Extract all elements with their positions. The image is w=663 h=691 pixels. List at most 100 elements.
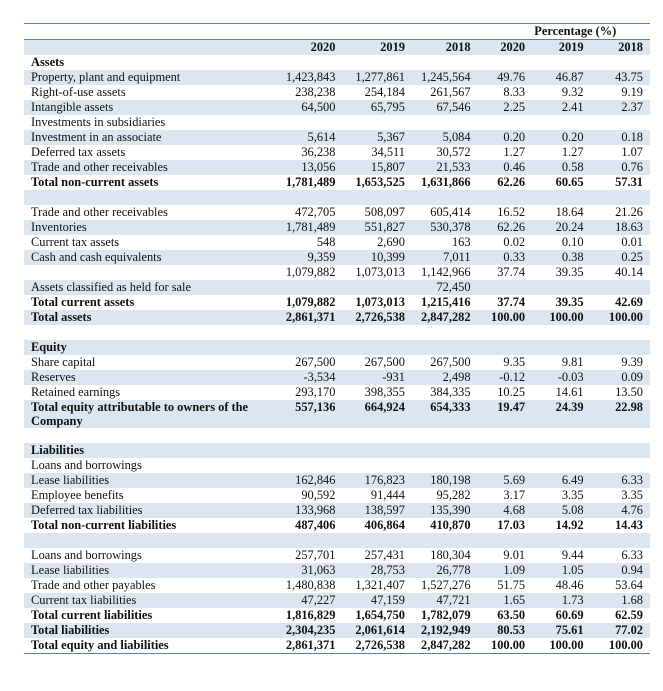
row-label: Assets	[31, 55, 65, 69]
amount-cell: 557,136	[269, 400, 336, 428]
table-row	[24, 190, 650, 205]
percentage-cell	[525, 533, 584, 548]
table-row: Share capital 267,500 267,500 267,500 9.35 9.…	[24, 355, 650, 370]
table-row: Right-of-use assets 238,238 254,184 261,567…	[24, 85, 650, 100]
percentage-cell: 100.00	[491, 638, 526, 652]
percentage-cell	[583, 190, 650, 205]
row-label: Current tax assets	[31, 235, 120, 249]
table-row	[24, 533, 650, 548]
amount-cell: 2,861,371	[269, 310, 336, 325]
row-label: Total liabilities	[24, 623, 270, 638]
table-row: Deferred tax liabilities 133,968 138,597 13…	[24, 503, 650, 518]
amount-cell: 91,444	[370, 488, 405, 502]
amount-cell: 47,159	[335, 593, 405, 608]
amount-cell: 1,781,489	[285, 175, 336, 189]
percentage-cell	[525, 55, 583, 70]
percentage-cell: 0.76	[583, 160, 650, 175]
percentage-cell: 1.65	[470, 593, 526, 608]
row-label: Trade and other payables	[31, 578, 156, 592]
table-row	[24, 428, 650, 443]
percentage-cell: 17.03	[497, 518, 526, 532]
header-blank	[24, 23, 270, 40]
amount-cell: 1,142,966	[421, 265, 471, 279]
amount-cell: 30,572	[436, 145, 471, 159]
percentage-cell: 46.87	[525, 70, 584, 85]
table-row	[24, 325, 650, 340]
amount-cell: 133,968	[269, 503, 336, 518]
table-row: Assets	[24, 55, 650, 70]
amount-cell: 1,423,843	[269, 70, 336, 85]
amount-cell: 36,238	[301, 145, 336, 159]
amount-cell: 257,431	[364, 548, 405, 562]
percentage-cell: 77.02	[583, 623, 650, 638]
percentage-cell	[525, 280, 584, 295]
percentage-cell: 100.00	[525, 310, 584, 325]
amount-cell: 1,073,013	[355, 295, 405, 309]
percentage-cell: 0.25	[583, 250, 650, 265]
row-label: Deferred tax assets	[31, 145, 126, 159]
amount-cell: -931	[335, 370, 405, 385]
table-row: Total equity and liabilities 2,861,371 2,7…	[24, 638, 650, 654]
row-label: Share capital	[31, 355, 96, 369]
amount-cell: 9,359	[269, 250, 336, 265]
amount-cell: 267,500	[364, 355, 405, 369]
table-row: Current tax assets 548 2,690 163 0.02 0.10 0.0…	[24, 235, 650, 250]
amount-cell: 1,631,866	[421, 175, 471, 189]
percentage-cell: 80.53	[470, 623, 526, 638]
row-label: Total non-current assets	[31, 175, 159, 189]
percentage-cell: 0.38	[525, 250, 584, 265]
percentage-cell: 0.94	[583, 563, 650, 578]
percentage-cell	[584, 458, 650, 473]
percentage-cell	[584, 115, 650, 130]
row-label: Total equity and liabilities	[31, 638, 169, 652]
amount-cell	[269, 340, 336, 355]
percentage-cell: 37.74	[497, 295, 526, 309]
amount-cell: 1,480,838	[285, 578, 336, 592]
percentage-cell: 9.32	[561, 85, 584, 99]
amount-cell	[335, 340, 405, 355]
percentage-cell: 22.98	[583, 400, 650, 428]
amount-cell: 261,567	[430, 85, 471, 99]
percentage-cell: 43.75	[583, 70, 650, 85]
amount-cell: 5,367	[335, 130, 405, 145]
percentage-header-row: Percentage (%)	[24, 23, 650, 40]
percentage-cell: 1.27	[503, 145, 526, 159]
amount-cell: 31,063	[269, 563, 336, 578]
amount-cell: 664,924	[335, 400, 405, 428]
amount-cell	[270, 55, 336, 70]
percentage-cell	[525, 428, 583, 443]
amount-cell	[405, 115, 471, 130]
percentage-cell: 100.00	[608, 638, 643, 652]
amount-cell	[269, 443, 336, 458]
percentage-cell: 3.35	[561, 488, 584, 502]
percentage-cell: 1.27	[561, 145, 584, 159]
row-label: Trade and other receivables	[24, 160, 270, 175]
table-row: Total current assets 1,079,882 1,073,013 1,…	[24, 295, 650, 310]
percentage-cell: 13.50	[615, 385, 643, 399]
amount-cell	[404, 190, 471, 205]
amount-cell: 1,527,276	[421, 578, 471, 592]
row-label: Total current assets	[31, 295, 135, 309]
table-row: Total current liabilities 1,816,829 1,654,…	[24, 608, 650, 623]
table-row: Investments in subsidiaries	[24, 115, 650, 130]
amount-cell	[335, 325, 405, 340]
table-row: Liabilities	[24, 443, 650, 458]
table-body: Percentage (%) 2020 2019 2018 2020 2019 2018 …	[24, 23, 650, 654]
amount-cell: 508,097	[364, 205, 405, 219]
amount-cell: 1,816,829	[285, 608, 336, 622]
row-label: Total assets	[24, 310, 270, 325]
percentage-cell: 100.00	[549, 638, 584, 652]
amount-cell: 257,701	[295, 548, 336, 562]
amount-cell: 65,795	[335, 100, 405, 115]
amount-cell: 254,184	[364, 85, 405, 99]
table-row: Total non-current liabilities 487,406 406,…	[24, 518, 650, 533]
amount-cell: 72,450	[404, 280, 471, 295]
amount-cell: 2,726,538	[355, 638, 405, 652]
amount-cell	[404, 443, 471, 458]
percentage-cell: 0.33	[470, 250, 526, 265]
amount-cell: 410,870	[430, 518, 471, 532]
table-row: Total assets 2,861,371 2,726,538 2,847,282 1…	[24, 310, 650, 325]
percentage-cell: 24.39	[525, 400, 584, 428]
row-label	[24, 265, 270, 280]
row-label	[24, 533, 270, 548]
